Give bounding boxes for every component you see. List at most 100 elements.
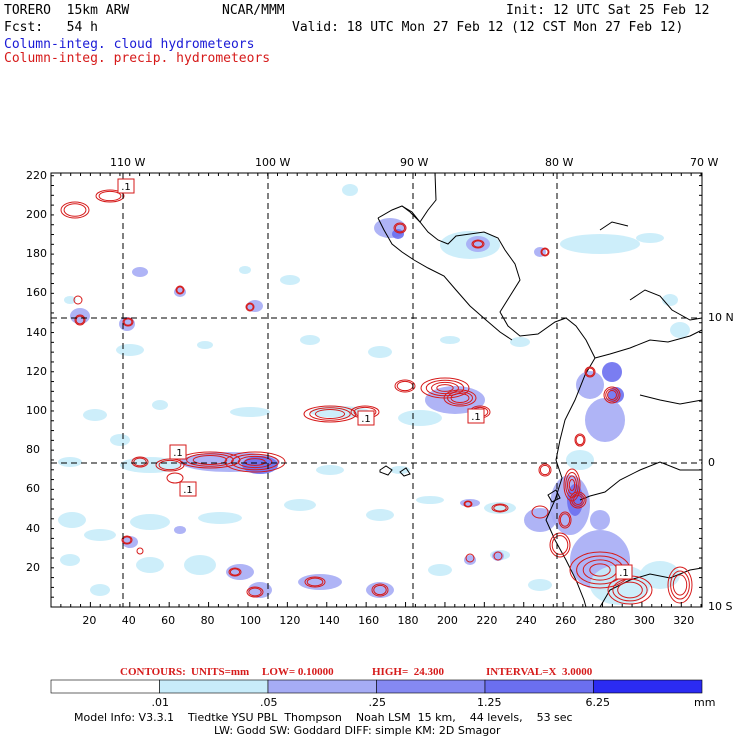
precip-contour [549,532,571,558]
cloud-fill [136,557,164,573]
y-tick-label: 60 [26,482,40,496]
longitude-label: 70 W [690,156,719,169]
cloud-fill [84,529,116,541]
precip-contour [531,505,549,519]
contour-label: CONTOURS: [120,666,186,678]
latitude-label: 10 N [708,311,734,324]
precip-contour [551,535,569,555]
contour-box-label: .1 [121,182,131,193]
precip-contour [589,563,611,577]
latitude-label: 0 [708,456,715,469]
cloud-fill [310,406,370,418]
x-tick-label: 200 [436,614,458,627]
precip-contour [371,583,389,597]
precip-contour [559,513,571,527]
precip-contour [186,453,234,467]
precip-contour [75,315,85,325]
coastline [639,394,703,405]
precip-contour [447,391,473,405]
precip-contour [607,390,617,400]
precip-contour [584,366,596,378]
x-tick-label: 40 [121,614,136,627]
precip-contour [245,302,255,312]
init-time: Init: 12 UTC Sat 25 Feb 12 [506,3,710,18]
precip-contour [605,388,619,402]
precip-contour [568,479,576,491]
y-tick-label: 140 [26,325,47,339]
precip-contour [541,248,549,256]
precip-contour [306,577,324,587]
precip-contour [431,381,459,395]
precip-contour [571,493,585,507]
coastline [594,329,703,359]
contour-label-box: .1 [467,408,485,424]
cloud-fill [83,409,107,421]
x-tick-label: 140 [318,614,340,627]
cloud-fill [284,499,316,511]
contour-box-label: .1 [173,448,183,459]
contour-label-box: .1 [179,481,197,497]
precip-contour [667,566,693,604]
colorbar-level-label: .01 [151,696,170,709]
precip-contour [131,456,149,468]
coastline [379,465,393,476]
precip-contour [672,574,688,596]
x-tick-label: 100 [239,614,261,627]
cloud-fill [300,335,320,345]
cloud-fill [510,337,530,347]
cloud-fill [152,400,168,410]
cloud-fill [116,344,144,356]
precip-contour [670,570,690,600]
lat-lon-grid [51,173,702,607]
precip-contour [538,463,552,477]
precip-contour [443,389,477,407]
cloud-fill [366,509,394,521]
precip-contour [123,318,133,326]
cloud-fill [198,512,242,524]
y-tick-label: 200 [26,207,47,221]
x-tick-label: 260 [555,614,577,627]
y-tick-label: 100 [26,403,47,417]
x-tick-label: 80 [200,614,215,627]
coastline [401,172,437,223]
precip-contour [303,405,357,423]
y-tick-label: 20 [26,560,40,574]
cloud-fill [368,346,392,358]
cloud-fill [197,341,213,349]
cloud-fill [464,555,476,565]
x-tick-label: 320 [673,614,695,627]
precip-contour [450,393,470,403]
precip-contour [246,586,264,598]
contour-label-box: .1 [169,444,187,460]
y-tick-label: 80 [26,443,40,457]
precip-contour [420,377,470,399]
forecast-hour: Fcst: 54 h [4,20,98,35]
precip-contour [569,491,587,509]
cloud-fill [590,510,610,530]
field-cloud-label: Column-integ. cloud hydrometeors [4,37,255,52]
y-tick-label: 180 [26,247,47,261]
precip-contour [567,475,577,495]
precip-contour [98,190,122,202]
precip-contour [493,551,503,561]
x-tick-label: 120 [279,614,301,627]
longitude-label: 90 W [400,156,429,169]
x-tick-label: 240 [515,614,537,627]
contour-label-box: .1 [117,178,135,194]
cloud-fill [342,184,358,196]
precip-contour [493,504,507,512]
longitude-label: 100 W [255,156,291,169]
precip-contour [472,240,484,248]
precip-contour [574,433,586,447]
cloud-fill [636,233,664,243]
coastline [547,489,561,503]
cloud-fill [428,564,452,576]
cloud-fill [670,322,690,338]
cloud-fill [576,371,604,399]
cloud-fill [484,502,516,514]
x-tick-label: 220 [476,614,498,627]
precip-contour [229,568,241,576]
colorbar-level-label: 1.25 [477,696,502,709]
